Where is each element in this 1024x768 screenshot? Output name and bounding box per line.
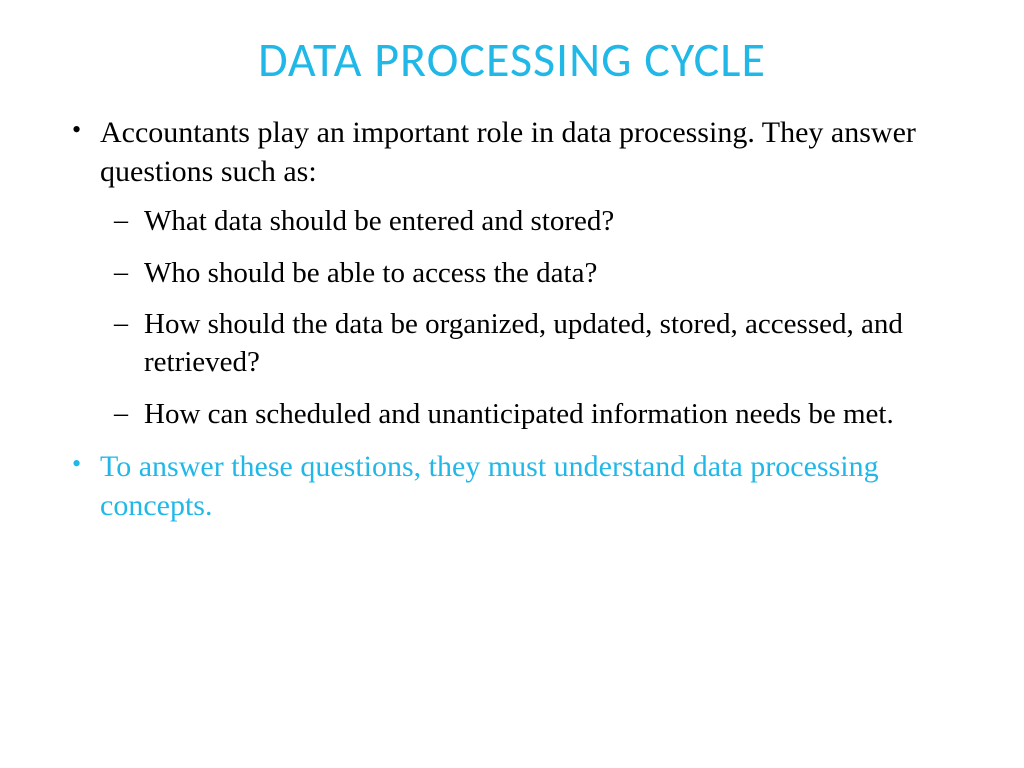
slide-content: Accountants play an important role in da…: [60, 113, 964, 525]
bullet-item: Accountants play an important role in da…: [60, 113, 964, 433]
sub-bullet-item: What data should be entered and stored?: [100, 203, 964, 241]
bullet-text: Accountants play an important role in da…: [100, 116, 916, 188]
bullet-item: To answer these questions, they must und…: [60, 447, 964, 525]
bullet-list-level-1: Accountants play an important role in da…: [60, 113, 964, 525]
sub-bullet-item: Who should be able to access the data?: [100, 255, 964, 293]
sub-bullet-text: What data should be entered and stored?: [144, 205, 614, 237]
bullet-text: To answer these questions, they must und…: [100, 450, 879, 522]
bullet-list-level-2: What data should be entered and stored? …: [100, 203, 964, 433]
sub-bullet-text: How can scheduled and unanticipated info…: [144, 398, 894, 430]
slide-title: DATA PROCESSING CYCLE: [60, 30, 964, 89]
sub-bullet-text: How should the data be organized, update…: [144, 308, 903, 378]
sub-bullet-item: How should the data be organized, update…: [100, 306, 964, 381]
sub-bullet-text: Who should be able to access the data?: [144, 257, 597, 289]
sub-bullet-item: How can scheduled and unanticipated info…: [100, 396, 964, 434]
